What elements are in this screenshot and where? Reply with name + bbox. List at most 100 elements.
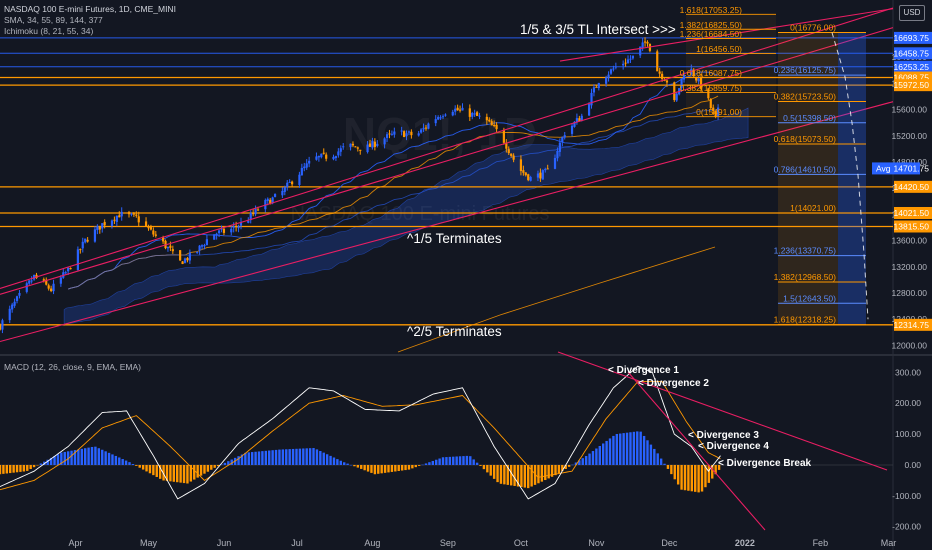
candle-body	[573, 121, 576, 127]
macd-histogram-bar	[469, 456, 472, 465]
macd-histogram-bar	[438, 458, 441, 465]
candle-body	[476, 112, 479, 116]
candle-body	[271, 197, 274, 204]
candle-body	[354, 146, 357, 148]
chart-legend: NASDAQ 100 E-mini Futures, 1D, CME_MINI …	[4, 4, 176, 37]
macd-histogram-bar	[462, 456, 465, 465]
macd-histogram-bar	[179, 464, 182, 483]
candle-body	[695, 77, 698, 81]
macd-histogram-bar	[322, 452, 325, 465]
price-tick-label: 13200.00	[892, 262, 928, 272]
macd-histogram-bar	[329, 455, 332, 465]
price-label-text: 14701.75	[894, 163, 930, 173]
candle-body	[420, 129, 423, 133]
macd-histogram-bar	[612, 435, 615, 465]
macd-histogram-bar	[653, 448, 656, 465]
macd-histogram-bar	[264, 450, 268, 465]
macd-histogram-bar	[496, 464, 499, 483]
annotation-2-5: ^2/5 Terminates	[407, 324, 502, 339]
candle-body	[300, 167, 303, 176]
candle-body	[393, 131, 396, 135]
macd-histogram-bar	[206, 464, 210, 472]
candle-body	[317, 156, 320, 158]
macd-histogram-bar	[213, 464, 216, 468]
macd-histogram-bar	[659, 458, 663, 465]
candle-body	[325, 154, 328, 159]
time-tick-label: May	[140, 538, 158, 548]
price-label-text: 15972.50	[894, 80, 930, 90]
macd-histogram-bar	[107, 452, 111, 465]
price-label-text: 16253.25	[894, 62, 930, 72]
price-label-tag: Avg	[876, 163, 891, 173]
divergence-label: < Divergence 1	[608, 365, 679, 376]
candle-body	[8, 308, 11, 321]
candle-body	[113, 219, 116, 221]
candle-body	[541, 170, 544, 180]
candle-body	[427, 123, 430, 129]
macd-histogram-bar	[673, 464, 676, 480]
candle-body	[298, 174, 301, 186]
candle-body	[471, 112, 474, 117]
candle-body	[665, 80, 669, 83]
fib-right-zone-blue	[838, 32, 866, 325]
macd-histogram-bar	[683, 464, 687, 491]
price-label-box	[894, 220, 932, 233]
macd-histogram-bar	[227, 461, 230, 465]
macd-histogram-bar	[32, 464, 36, 468]
candle-body	[79, 249, 82, 251]
currency-badge[interactable]: USD	[899, 5, 925, 21]
candle-body	[342, 146, 345, 148]
time-tick-label: Sep	[440, 538, 456, 548]
candle-body	[402, 131, 406, 138]
macd-histogram-bar	[704, 464, 707, 488]
macd-histogram-bar	[441, 457, 445, 465]
divergence-label: < Divergence Break	[718, 458, 812, 469]
macd-histogram-bar	[475, 462, 479, 465]
candle-body	[334, 156, 338, 159]
candle-body	[578, 118, 581, 122]
macd-histogram-bar	[220, 464, 223, 466]
macd-histogram-bar	[676, 464, 680, 485]
fib-right-label: 1(14021.00)	[790, 203, 836, 213]
price-label-text: 16458.75	[894, 48, 930, 58]
candle-body	[575, 118, 579, 123]
macd-histogram-bar	[196, 464, 199, 478]
candle-body	[186, 258, 189, 261]
annotation-1-5: ^1/5 Terminates	[407, 231, 502, 246]
macd-histogram-bar	[152, 464, 155, 476]
candle-body	[558, 142, 561, 152]
macd-histogram-bar	[155, 464, 158, 477]
macd-histogram-bar	[567, 464, 571, 467]
macd-title: MACD (12, 26, close, 9, EMA, EMA)	[4, 362, 141, 372]
candle-body	[376, 143, 379, 146]
candle-body	[127, 212, 131, 215]
candle-body	[502, 129, 505, 143]
macd-histogram-bar	[342, 462, 346, 465]
candle-body	[84, 238, 87, 243]
macd-histogram-bar	[670, 464, 673, 475]
macd-histogram-bar	[312, 448, 315, 465]
macd-histogram-bar	[199, 464, 203, 476]
macd-histogram-bar	[176, 464, 179, 483]
macd-histogram-bar	[237, 456, 240, 465]
candle-body	[592, 87, 596, 93]
macd-histogram-bar	[622, 433, 625, 465]
sma-legend: SMA, 34, 55, 89, 144, 377	[4, 15, 103, 25]
macd-histogram-bar	[118, 457, 121, 465]
candle-body	[0, 324, 2, 330]
macd-histogram-bar	[230, 459, 233, 465]
macd-histogram-bar	[15, 464, 19, 473]
macd-histogram-bar	[523, 464, 527, 488]
macd-histogram-bar	[608, 438, 612, 465]
candle-body	[622, 63, 625, 66]
macd-histogram-bar	[223, 462, 227, 465]
candle-body	[179, 250, 182, 261]
candle-body	[643, 41, 647, 43]
time-tick-label: Dec	[661, 538, 678, 548]
macd-histogram-bar	[690, 464, 694, 492]
macd-histogram-bar	[595, 448, 598, 465]
price-tick-label: 13600.00	[892, 236, 928, 246]
macd-histogram-bar	[407, 464, 411, 470]
macd-histogram-bar	[298, 448, 302, 465]
